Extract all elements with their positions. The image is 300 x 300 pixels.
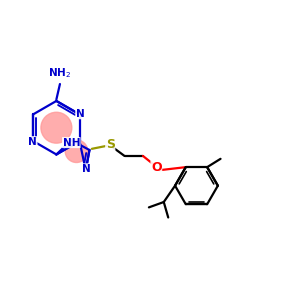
Text: S: S (106, 138, 115, 151)
Circle shape (65, 140, 88, 163)
Circle shape (41, 112, 72, 143)
Text: NH$_2$: NH$_2$ (48, 66, 71, 80)
Text: NH: NH (63, 138, 80, 148)
Text: N: N (28, 137, 37, 147)
Text: O: O (151, 161, 162, 174)
Text: N: N (82, 164, 91, 174)
Text: N: N (76, 109, 85, 119)
